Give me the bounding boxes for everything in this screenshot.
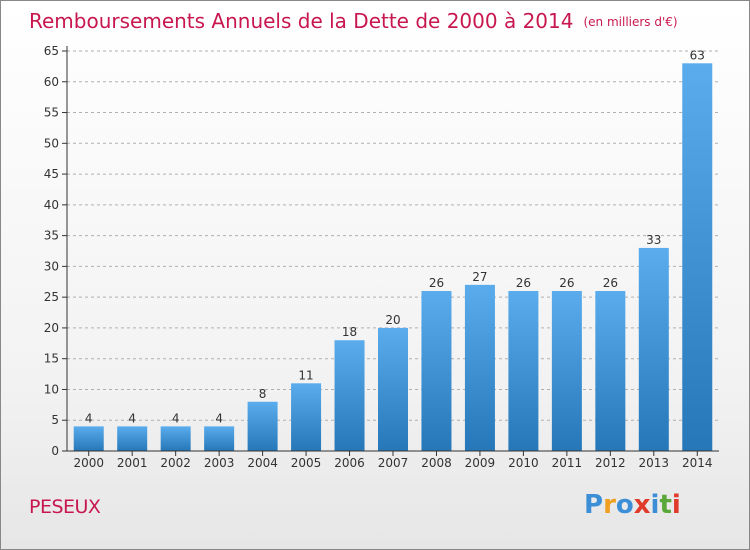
bar [551,291,582,451]
x-tick-label: 2002 [160,456,191,470]
y-tick-label: 45 [44,167,59,181]
x-tick-label: 2010 [508,456,539,470]
data-label: 8 [259,387,267,401]
data-label: 4 [215,411,223,425]
x-tick-label: 2004 [247,456,278,470]
chart-unit: (en milliers d'€) [583,15,678,29]
y-tick-label: 10 [44,382,59,396]
bar [160,426,191,451]
bar [595,291,626,451]
bars: 4 4 4 4 8 11 18 20 26 27 26 26 26 33 63 [73,48,713,452]
x-tick-label: 2013 [639,456,670,470]
data-label: 63 [690,48,705,62]
bar [117,426,148,451]
data-label: 26 [516,276,531,290]
logo-letter: i [650,490,660,520]
chart-title-text: Remboursements Annuels de la Dette de 20… [29,9,574,33]
y-tick-label: 0 [51,444,59,458]
bar [334,340,365,451]
x-tick-label: 2009 [465,456,496,470]
x-tick-label: 2005 [291,456,322,470]
y-tick-label: 5 [51,413,59,427]
bar [73,426,104,451]
y-tick-label: 25 [44,290,59,304]
y-tick-label: 30 [44,259,59,273]
data-label: 26 [603,276,618,290]
chart-title: Remboursements Annuels de la Dette de 20… [29,9,678,33]
bar [204,426,235,451]
x-tick-label: 2007 [378,456,409,470]
data-label: 26 [559,276,574,290]
x-tick-label: 2006 [334,456,365,470]
x-tick-label: 2014 [682,456,713,470]
proxiti-logo: Proxiti [584,490,681,520]
logo-letter: P [584,490,604,520]
data-label: 26 [429,276,444,290]
y-tick-label: 15 [44,352,59,366]
y-tick-label: 50 [44,136,59,150]
x-tick-label: 2001 [117,456,148,470]
x-tick-label: 2008 [421,456,452,470]
y-tick-label: 35 [44,229,59,243]
data-label: 18 [342,325,357,339]
data-label: 4 [85,411,93,425]
logo-letter: i [671,490,681,520]
data-label: 33 [646,233,661,247]
bar [291,383,322,451]
data-label: 20 [385,313,400,327]
y-tick-label: 40 [44,198,59,212]
bar [464,284,495,451]
bar [378,327,408,451]
bar [638,247,669,451]
x-tick-label: 2000 [73,456,104,470]
x-tick-label: 2011 [552,456,583,470]
y-tick-label: 60 [44,75,59,89]
data-label: 27 [472,270,487,284]
bar [421,291,452,451]
y-tick-label: 20 [44,321,59,335]
y-tick-label: 55 [44,106,59,120]
logo-letter: t [659,490,672,520]
data-label: 4 [172,411,180,425]
x-tick-label: 2012 [595,456,626,470]
bar [682,63,713,452]
y-tick-label: 65 [44,44,59,58]
commune-name: PESEUX [29,496,101,518]
bar [247,401,278,451]
x-tick-label: 2003 [204,456,235,470]
logo-letter: r [603,490,616,520]
data-label: 4 [128,411,136,425]
bar [508,291,539,451]
logo-letter: x [633,490,651,520]
logo-letter: o [615,490,634,520]
data-label: 11 [298,368,313,382]
axes: 0 5 10 15 20 25 30 35 40 45 50 55 60 65 2000 2001 2002 20… [44,44,719,470]
